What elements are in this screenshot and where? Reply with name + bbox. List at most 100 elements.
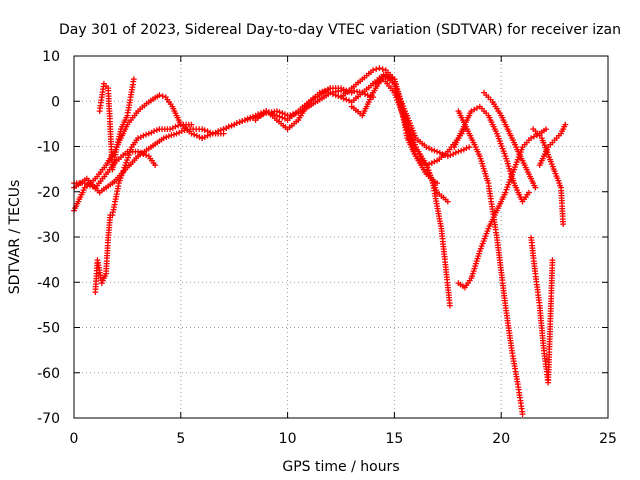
- data-point: +: [265, 106, 272, 119]
- data-point: +: [306, 95, 313, 108]
- data-point: +: [410, 145, 417, 158]
- data-point: +: [92, 283, 99, 296]
- data-point: +: [475, 250, 482, 263]
- data-point: +: [407, 138, 414, 151]
- data-point: +: [549, 269, 556, 282]
- data-point: +: [152, 91, 159, 104]
- data-point: +: [548, 287, 555, 300]
- data-point: +: [370, 86, 377, 99]
- data-point: +: [549, 136, 556, 149]
- data-point: +: [158, 133, 165, 146]
- data-point: +: [414, 143, 421, 156]
- y-tick-label: 10: [42, 49, 60, 65]
- data-point: +: [545, 366, 552, 379]
- data-point: +: [433, 197, 440, 210]
- data-point: +: [105, 180, 112, 193]
- data-point: +: [135, 150, 142, 163]
- data-point: +: [517, 394, 524, 407]
- data-point: +: [453, 134, 460, 147]
- data-point: +: [143, 148, 150, 161]
- data-point: +: [411, 145, 418, 158]
- data-point: +: [511, 360, 518, 373]
- data-point: +: [499, 142, 506, 155]
- data-point: +: [122, 163, 129, 176]
- data-point: +: [247, 112, 254, 125]
- data-point: +: [300, 104, 307, 117]
- data-point: +: [472, 141, 479, 154]
- data-point: +: [416, 147, 423, 160]
- data-point: +: [508, 342, 515, 355]
- data-point: +: [490, 205, 497, 218]
- data-point: +: [500, 284, 507, 297]
- data-point: +: [234, 117, 241, 130]
- data-point: +: [438, 225, 445, 238]
- data-point: +: [398, 100, 405, 113]
- data-point: +: [132, 145, 139, 158]
- data-point: +: [546, 348, 553, 361]
- data-point: +: [106, 107, 113, 120]
- data-point: +: [468, 131, 475, 144]
- data-point: +: [126, 159, 133, 172]
- data-point: +: [438, 150, 445, 163]
- data-point: +: [295, 104, 302, 117]
- data-point: +: [263, 104, 270, 117]
- data-point: +: [457, 278, 464, 291]
- data-point: +: [439, 147, 446, 160]
- data-point: +: [92, 285, 99, 298]
- data-point: +: [526, 186, 533, 199]
- data-point: +: [103, 168, 110, 181]
- data-point: +: [297, 105, 304, 118]
- data-point: +: [418, 159, 425, 172]
- data-point: +: [436, 212, 443, 225]
- data-point: +: [498, 109, 505, 122]
- data-point: +: [409, 131, 416, 144]
- data-point: +: [466, 274, 473, 287]
- data-point: +: [503, 183, 510, 196]
- data-point: +: [462, 118, 469, 131]
- data-point: +: [194, 129, 201, 142]
- data-point: +: [105, 84, 112, 97]
- data-point: +: [477, 152, 484, 165]
- data-point: +: [312, 90, 319, 103]
- data-point: +: [428, 143, 435, 156]
- data-point: +: [485, 222, 492, 235]
- data-point: +: [403, 129, 410, 142]
- data-point: +: [116, 174, 123, 187]
- data-point: +: [397, 95, 404, 108]
- data-point: +: [176, 126, 183, 139]
- data-point: +: [395, 85, 402, 98]
- data-point: +: [426, 142, 433, 155]
- data-point: +: [106, 97, 113, 110]
- data-point: +: [159, 90, 166, 103]
- data-point: +: [263, 104, 270, 117]
- data-point: +: [535, 291, 542, 304]
- data-point: +: [474, 252, 481, 265]
- data-point: +: [522, 161, 529, 174]
- data-point: +: [97, 266, 104, 279]
- data-point: +: [496, 251, 503, 264]
- data-point: +: [105, 89, 112, 102]
- data-point: +: [415, 145, 422, 158]
- data-point: +: [403, 116, 410, 129]
- data-point: +: [537, 306, 544, 319]
- data-point: +: [77, 190, 84, 203]
- data-point: +: [531, 179, 538, 192]
- data-point: +: [103, 257, 110, 270]
- data-point: +: [545, 371, 552, 384]
- data-point: +: [410, 136, 417, 149]
- data-point: +: [507, 164, 514, 177]
- data-point: +: [396, 90, 403, 103]
- data-point: +: [486, 182, 493, 195]
- data-point: +: [123, 120, 130, 133]
- data-point: +: [494, 204, 501, 217]
- data-point: +: [393, 80, 400, 93]
- data-point: +: [535, 286, 542, 299]
- series-arc-7: ++++++++++++++++++++++++++++++++++++++++…: [199, 84, 377, 145]
- data-point: +: [396, 99, 403, 112]
- data-point: +: [533, 275, 540, 288]
- data-point: +: [89, 180, 96, 193]
- data-point: +: [445, 283, 452, 296]
- data-point: +: [559, 197, 566, 210]
- data-point: +: [547, 302, 554, 315]
